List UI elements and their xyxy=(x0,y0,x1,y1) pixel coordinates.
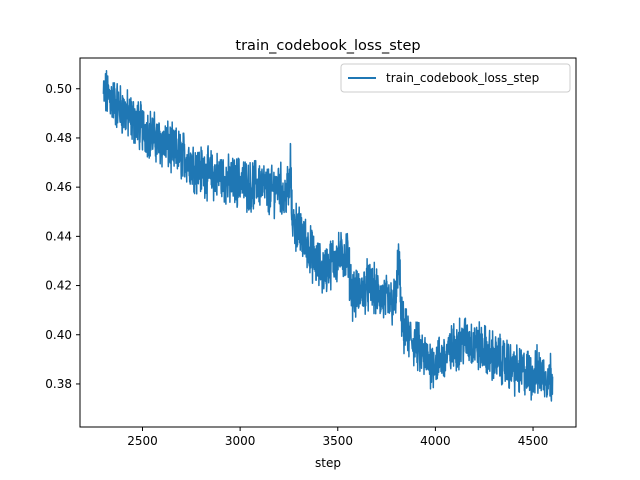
y-tick-label: 0.40 xyxy=(45,328,72,342)
series-layer xyxy=(102,70,554,402)
x-axis: 2500 3000 3500 4000 4500 xyxy=(127,427,548,448)
plot-area: 2500 3000 3500 4000 4500 0.38 0.40 0.42 0.44 0.4… xyxy=(45,57,577,448)
y-tick-label: 0.42 xyxy=(45,279,72,293)
x-tick-label: 3000 xyxy=(225,434,256,448)
y-tick-label: 0.48 xyxy=(45,131,72,145)
y-tick-label: 0.38 xyxy=(45,377,72,391)
x-tick-label: 4500 xyxy=(518,434,549,448)
x-tick-label: 3500 xyxy=(322,434,353,448)
y-tick-label: 0.46 xyxy=(45,180,72,194)
y-tick-label: 0.44 xyxy=(45,229,72,243)
x-axis-title: step xyxy=(315,456,341,470)
legend: train_codebook_loss_step xyxy=(340,63,571,93)
y-tick-label: 0.50 xyxy=(45,82,72,96)
x-tick-label: 2500 xyxy=(127,434,158,448)
series-line xyxy=(102,70,554,402)
chart-title: train_codebook_loss_step xyxy=(235,38,420,54)
legend-box xyxy=(340,63,571,93)
y-axis: 0.38 0.40 0.42 0.44 0.46 0.48 0.50 xyxy=(45,82,80,391)
legend-label: train_codebook_loss_step xyxy=(386,71,539,85)
x-tick-label: 4000 xyxy=(420,434,451,448)
plot-frame xyxy=(79,57,577,428)
